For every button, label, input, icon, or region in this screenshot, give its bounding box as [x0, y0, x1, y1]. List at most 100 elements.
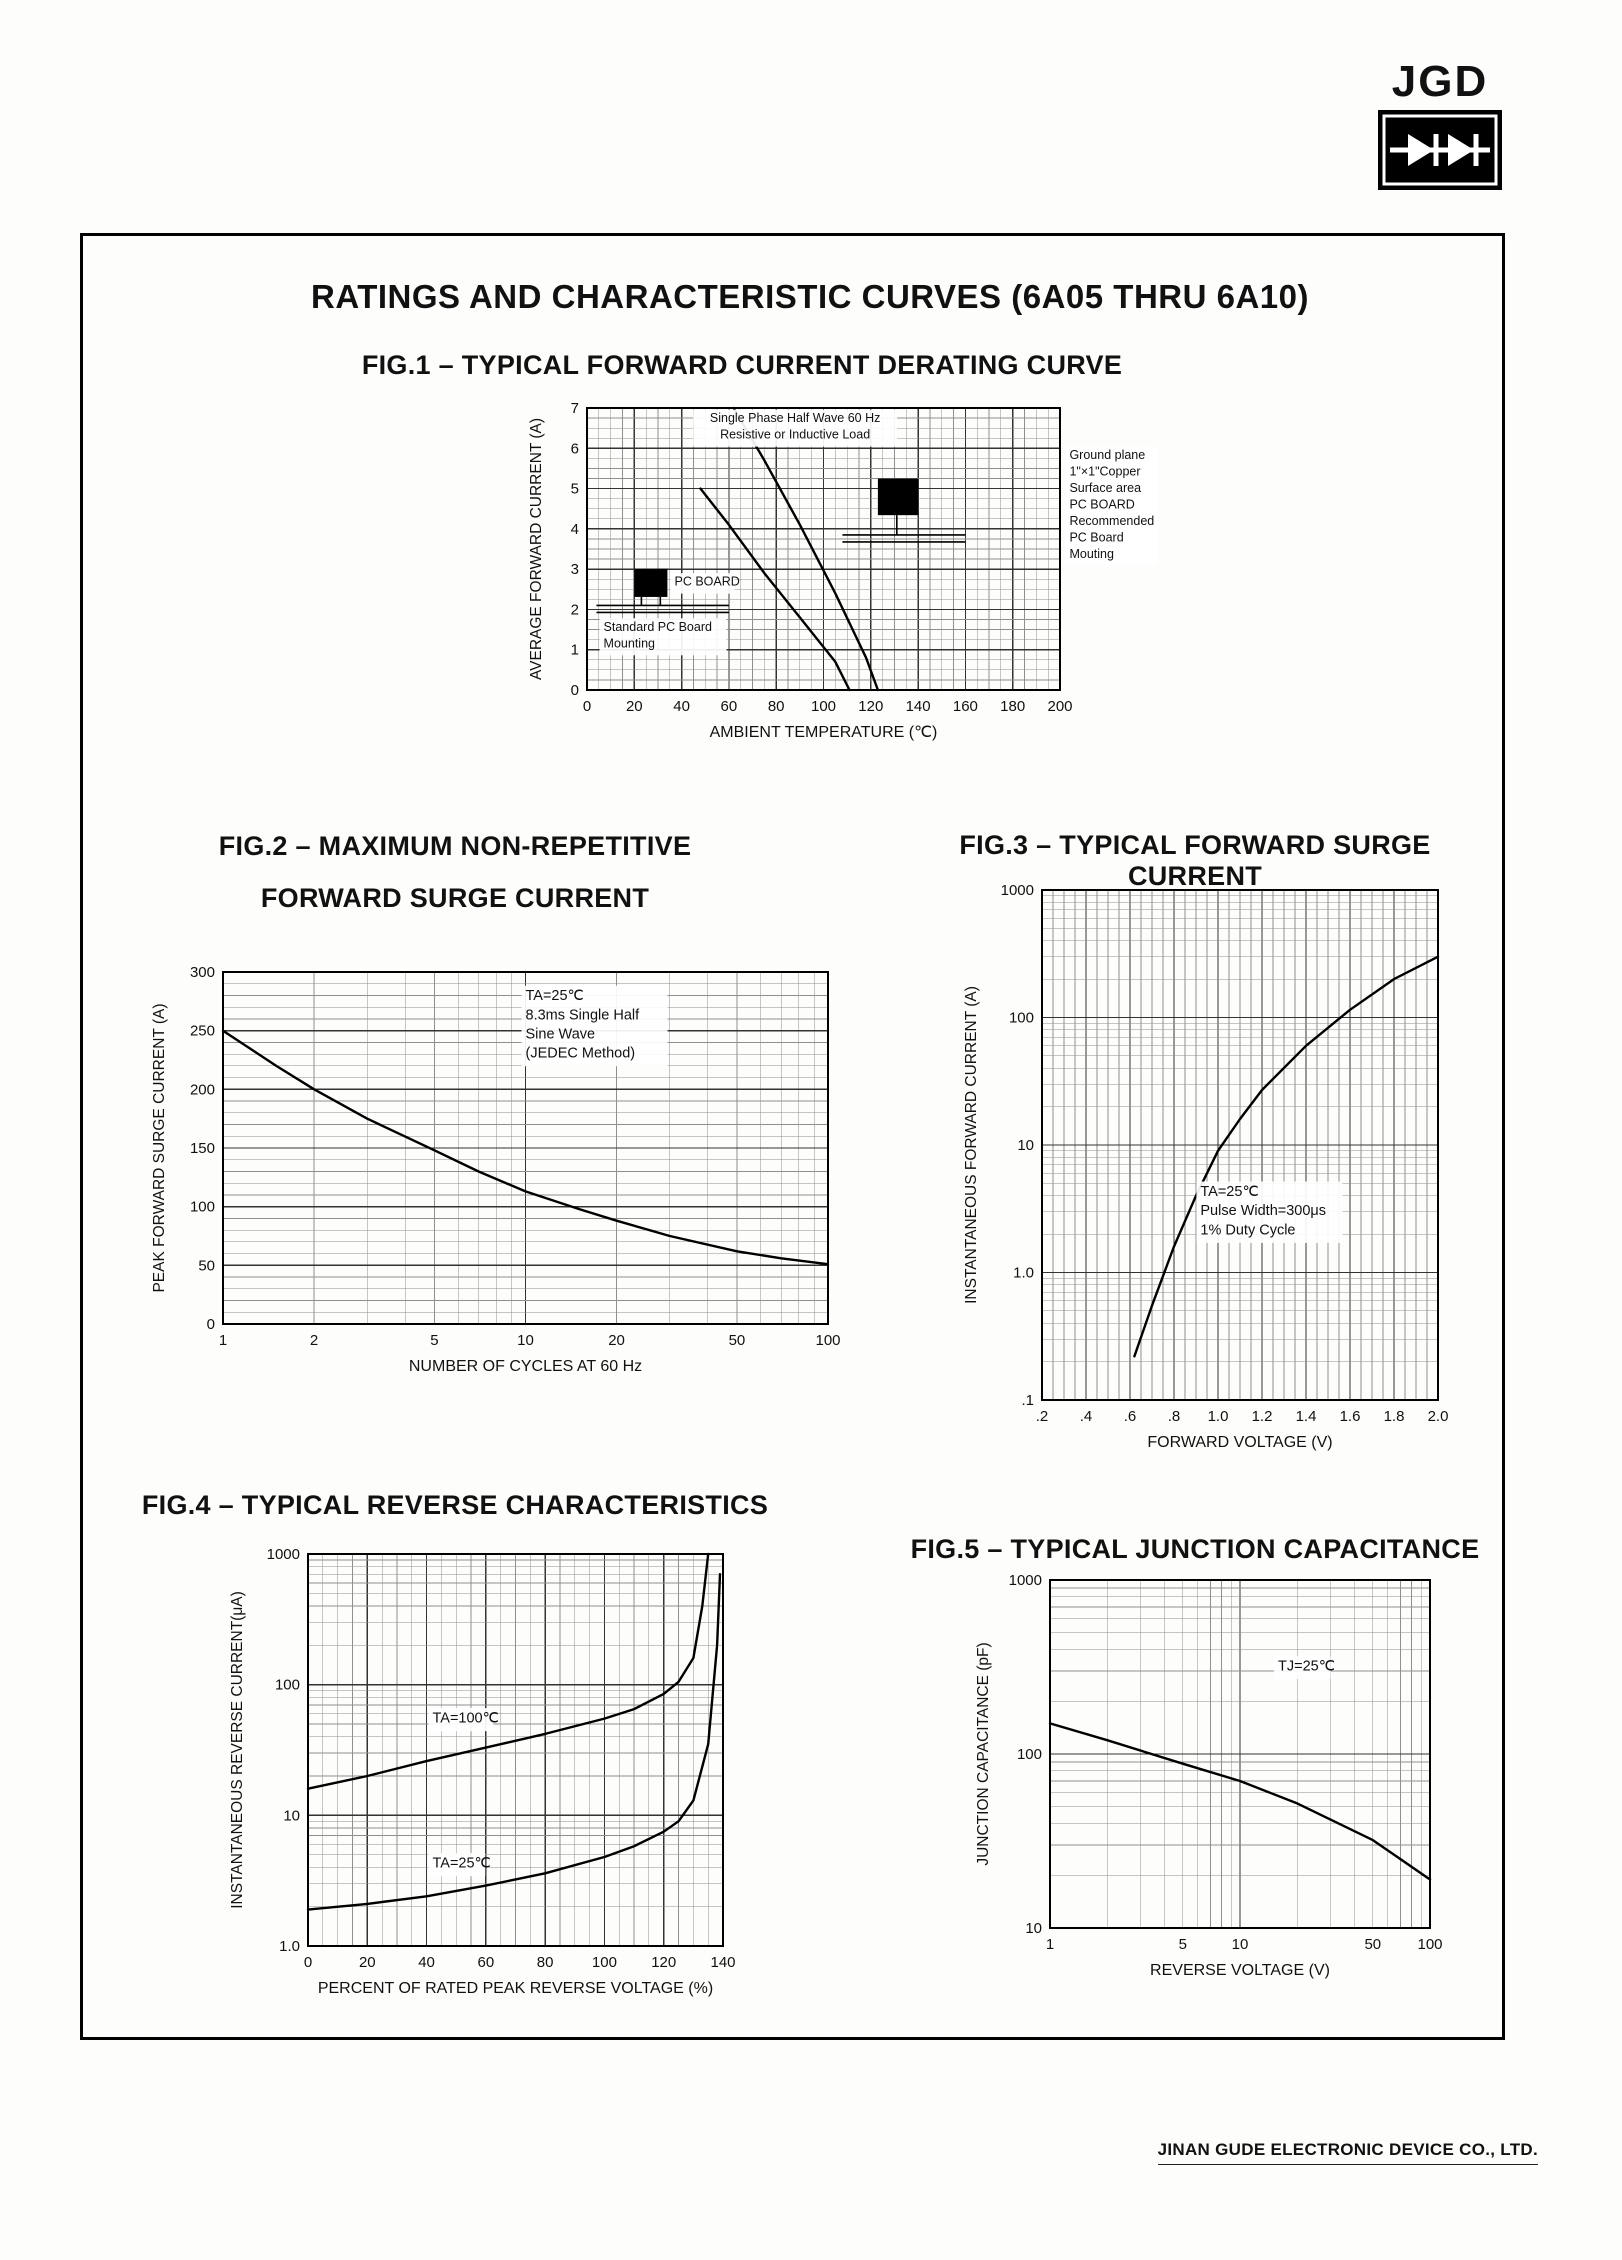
svg-text:1"×1"Copper: 1"×1"Copper	[1069, 464, 1140, 478]
x-axis-title: PERCENT OF RATED PEAK REVERSE VOLTAGE (%…	[318, 1980, 713, 1997]
y-axis-title: AVERAGE FORWARD CURRENT (A)	[528, 418, 545, 680]
svg-text:140: 140	[710, 1954, 735, 1971]
svg-text:PC BOARD: PC BOARD	[675, 575, 740, 589]
svg-text:10: 10	[517, 1332, 534, 1349]
svg-text:50: 50	[1364, 1936, 1381, 1953]
svg-text:100: 100	[1417, 1936, 1442, 1953]
svg-text:PC Board: PC Board	[1069, 530, 1123, 544]
svg-text:3: 3	[571, 561, 579, 578]
x-axis-title: NUMBER OF CYCLES AT 60 Hz	[409, 1358, 642, 1375]
series-recommended-pc-board-mounting	[732, 406, 880, 692]
svg-text:50: 50	[198, 1257, 215, 1274]
svg-text:1: 1	[219, 1332, 227, 1349]
jgd-logo: JGD	[1378, 60, 1502, 190]
svg-text:100: 100	[190, 1199, 215, 1216]
svg-text:1.0: 1.0	[1208, 1408, 1229, 1425]
content-frame	[80, 233, 1505, 2040]
annotations: TA=25℃ Pulse Width=300μs 1% Duty Cycle	[1196, 1181, 1343, 1243]
svg-text:TA=25℃: TA=25℃	[1200, 1184, 1258, 1200]
svg-text:120: 120	[651, 1954, 676, 1971]
fig1-plot: Single Phase Half Wave 60 Hz Resistive or…	[528, 400, 1158, 741]
svg-text:Single Phase Half Wave 60 Hz: Single Phase Half Wave 60 Hz	[710, 411, 880, 425]
annotations: TA=100℃ TA=25℃	[428, 1708, 499, 1877]
svg-text:250: 250	[190, 1023, 215, 1040]
svg-text:1000: 1000	[1009, 1572, 1042, 1589]
svg-text:.2: .2	[1036, 1408, 1049, 1425]
svg-text:20: 20	[359, 1954, 376, 1971]
fig4-plot: TA=100℃ TA=25℃ 0 20 40 60 80 100 120 140 1.0 10 100 1…	[229, 1546, 736, 1997]
fig4-heading: FIG.4 – TYPICAL REVERSE CHARACTERISTICS	[141, 1490, 769, 1520]
svg-text:160: 160	[953, 698, 978, 715]
jgd-logo-diode-icon	[1378, 110, 1502, 190]
grid	[1041, 889, 1439, 1401]
svg-text:Recommended: Recommended	[1069, 514, 1154, 528]
fig2-heading: FIG.2 – MAXIMUM NON-REPETITIVE FORWARD S…	[130, 820, 780, 924]
svg-text:6: 6	[571, 440, 579, 457]
annotations: TJ=25℃	[1274, 1655, 1335, 1680]
svg-text:1.0: 1.0	[279, 1938, 300, 1955]
svg-text:TA=100℃: TA=100℃	[433, 1711, 499, 1727]
svg-text:PC BOARD: PC BOARD	[1069, 497, 1134, 511]
svg-text:.1: .1	[1021, 1392, 1034, 1409]
svg-text:200: 200	[1047, 698, 1072, 715]
svg-text:.4: .4	[1080, 1408, 1093, 1425]
svg-text:0: 0	[571, 682, 579, 699]
fig5-plot: TJ=25℃ 1 5 10 50 100 10 100 1000 REVERSE VOLTAGE …	[975, 1572, 1443, 1979]
axis-ticks: .2 .4 .6 .8 1.0 1.2 1.4 1.6 1.8 2.0 .1 1.0 10 100 1000	[1001, 882, 1449, 1425]
fig5-heading: FIG.5 – TYPICAL JUNCTION CAPACITANCE	[910, 1534, 1480, 1564]
grid	[1049, 1579, 1431, 1929]
svg-text:2.0: 2.0	[1428, 1408, 1449, 1425]
svg-text:10: 10	[283, 1807, 300, 1824]
plot-border	[1049, 1579, 1431, 1929]
jgd-logo-text: JGD	[1391, 57, 1489, 106]
svg-text:100: 100	[1017, 1746, 1042, 1763]
svg-text:5: 5	[571, 481, 579, 498]
svg-text:2: 2	[310, 1332, 318, 1349]
svg-text:5: 5	[430, 1332, 438, 1349]
svg-text:100: 100	[1009, 1010, 1034, 1027]
series-junction-capacitance	[1048, 1722, 1432, 1881]
y-axis-title: PEAK FORWARD SURGE CURRENT (A)	[151, 1003, 168, 1292]
svg-text:0: 0	[304, 1954, 312, 1971]
svg-text:10: 10	[1025, 1920, 1042, 1937]
svg-text:Surface area: Surface area	[1069, 481, 1141, 495]
series-surge-current	[221, 1029, 830, 1266]
svg-text:60: 60	[721, 698, 738, 715]
svg-text:0: 0	[583, 698, 591, 715]
svg-text:1000: 1000	[1001, 882, 1034, 899]
fig2-heading-line1: FIG.2 – MAXIMUM NON-REPETITIVE	[218, 831, 692, 861]
svg-text:.8: .8	[1168, 1408, 1181, 1425]
svg-text:TA=25℃: TA=25℃	[526, 988, 584, 1004]
series-forward-current	[1133, 955, 1440, 1358]
svg-text:100: 100	[815, 1332, 840, 1349]
company-footer: JINAN GUDE ELECTRONIC DEVICE CO., LTD.	[1157, 2140, 1538, 2165]
svg-text:Sine Wave: Sine Wave	[526, 1026, 596, 1042]
svg-text:.6: .6	[1124, 1408, 1137, 1425]
fig2-heading-line2: FORWARD SURGE CURRENT	[260, 883, 650, 913]
fig2-plot: TA=25℃ 8.3ms Single Half Sine Wave (JEDEC M…	[151, 964, 841, 1375]
svg-text:100: 100	[592, 1954, 617, 1971]
svg-text:1.2: 1.2	[1252, 1408, 1273, 1425]
svg-text:20: 20	[626, 698, 643, 715]
svg-text:(JEDEC Method): (JEDEC Method)	[526, 1046, 636, 1062]
svg-text:100: 100	[811, 698, 836, 715]
svg-text:180: 180	[1000, 698, 1025, 715]
svg-text:Mouting: Mouting	[1069, 547, 1114, 561]
plot-border	[307, 1553, 724, 1947]
svg-text:10: 10	[1232, 1936, 1249, 1953]
svg-text:Ground plane: Ground plane	[1069, 448, 1145, 462]
svg-text:1: 1	[1046, 1936, 1054, 1953]
series-ta-25-	[306, 1573, 722, 1911]
svg-text:Standard PC Board: Standard PC Board	[604, 620, 712, 634]
svg-text:4: 4	[571, 521, 579, 538]
svg-text:40: 40	[418, 1954, 435, 1971]
svg-text:7: 7	[571, 400, 579, 417]
svg-text:80: 80	[537, 1954, 554, 1971]
axis-ticks: 0 20 40 60 80 100 120 140 1.0 10 100 1000	[267, 1546, 736, 1971]
svg-text:1: 1	[571, 642, 579, 659]
grid	[307, 1553, 724, 1947]
svg-text:60: 60	[478, 1954, 495, 1971]
fig5-chart: TJ=25℃ 1 5 10 50 100 10 100 1000 REVERSE VOLTAGE …	[972, 1566, 1457, 1992]
y-axis-title: INSTANTANEOUS REVERSE CURRENT(μA)	[229, 1591, 246, 1909]
